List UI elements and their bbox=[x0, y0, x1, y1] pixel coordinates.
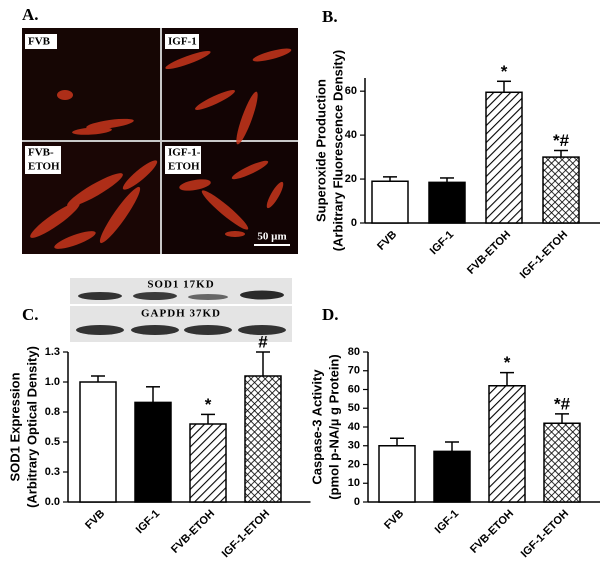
x-tick-label: IGF-1 bbox=[134, 508, 162, 536]
x-tick-label: FVB bbox=[83, 508, 107, 532]
bar bbox=[189, 423, 227, 503]
y-tick-label: 1.3 bbox=[45, 346, 60, 358]
x-tick-label: IGF-1 bbox=[428, 229, 456, 257]
y-tick-label: 0.3 bbox=[45, 466, 60, 478]
annotation: * bbox=[501, 62, 508, 81]
y-tick-label: 10 bbox=[348, 477, 360, 489]
y-tick-label: 30 bbox=[348, 440, 360, 452]
scale-bar-label: 50 µm bbox=[257, 231, 286, 243]
x-tick-label: IGF-1-ETOH bbox=[519, 508, 571, 560]
bar bbox=[428, 181, 466, 224]
annotation: *# bbox=[554, 394, 571, 413]
y-tick-label: 0 bbox=[354, 496, 360, 508]
image-label: IGF-1- bbox=[168, 147, 201, 159]
image-label: IGF-1 bbox=[168, 36, 197, 48]
y-tick-label: 0.8 bbox=[45, 406, 60, 418]
y-axis-label: (Arbitrary Optical Density) bbox=[24, 346, 39, 508]
y-axis-label: (pmol p-NA/µ g Protein) bbox=[326, 354, 341, 499]
y-tick-label: 80 bbox=[348, 346, 360, 358]
blot-label: GAPDH 37KD bbox=[141, 308, 221, 320]
annotation: * bbox=[504, 353, 511, 372]
panel-letter: A. bbox=[22, 5, 39, 24]
x-tick-label: FVB bbox=[375, 229, 399, 253]
bar bbox=[378, 445, 416, 503]
y-tick-label: 70 bbox=[348, 365, 360, 377]
image-label: FVB bbox=[28, 36, 51, 48]
y-tick-label: 20 bbox=[348, 458, 360, 470]
y-tick-label: 50 bbox=[348, 402, 360, 414]
panel-letter: D. bbox=[322, 305, 339, 324]
x-tick-label: FVB bbox=[382, 508, 406, 532]
bar bbox=[244, 375, 282, 503]
x-tick-label: IGF-1-ETOH bbox=[518, 229, 570, 281]
image-label: ETOH bbox=[28, 161, 60, 173]
y-tick-label: 0.5 bbox=[45, 436, 60, 448]
bar bbox=[134, 401, 172, 503]
y-tick-label: 40 bbox=[348, 421, 360, 433]
panel-letter: B. bbox=[322, 7, 338, 26]
x-tick-label: IGF-1 bbox=[433, 508, 461, 536]
bar bbox=[371, 180, 409, 224]
bar bbox=[543, 422, 581, 503]
image-label: FVB- bbox=[28, 147, 54, 159]
y-tick-label: 60 bbox=[348, 383, 360, 395]
bar bbox=[433, 450, 471, 503]
x-tick-label: FVB-ETOH bbox=[465, 229, 513, 277]
panel-letter: C. bbox=[22, 305, 39, 324]
y-axis-label: SOD1 Expression bbox=[7, 372, 22, 481]
bar bbox=[488, 385, 526, 503]
bar bbox=[542, 156, 580, 224]
bar bbox=[485, 91, 523, 224]
y-tick-label: 0 bbox=[351, 217, 357, 229]
bar bbox=[79, 381, 117, 503]
annotation: * bbox=[205, 395, 212, 414]
annotation: # bbox=[258, 332, 268, 351]
y-tick-label: 40 bbox=[345, 129, 357, 141]
x-tick-label: IGF-1-ETOH bbox=[220, 508, 272, 560]
y-tick-label: 60 bbox=[345, 85, 357, 97]
y-tick-label: 1.0 bbox=[45, 376, 60, 388]
western-blot bbox=[70, 278, 292, 342]
y-axis-label: Superoxide Production bbox=[313, 79, 328, 222]
image-label: ETOH bbox=[168, 161, 200, 173]
x-tick-label: FVB-ETOH bbox=[468, 508, 516, 556]
y-tick-label: 0.0 bbox=[45, 496, 60, 508]
annotation: *# bbox=[553, 131, 570, 150]
micrographs bbox=[22, 28, 298, 254]
y-tick-label: 20 bbox=[345, 173, 357, 185]
y-axis-label: (Arbitrary Fluorescence Density) bbox=[330, 50, 345, 252]
x-tick-label: FVB-ETOH bbox=[169, 508, 217, 556]
blot-label: SOD1 17KD bbox=[147, 279, 214, 291]
y-axis-label: Caspase-3 Activity bbox=[309, 369, 324, 485]
